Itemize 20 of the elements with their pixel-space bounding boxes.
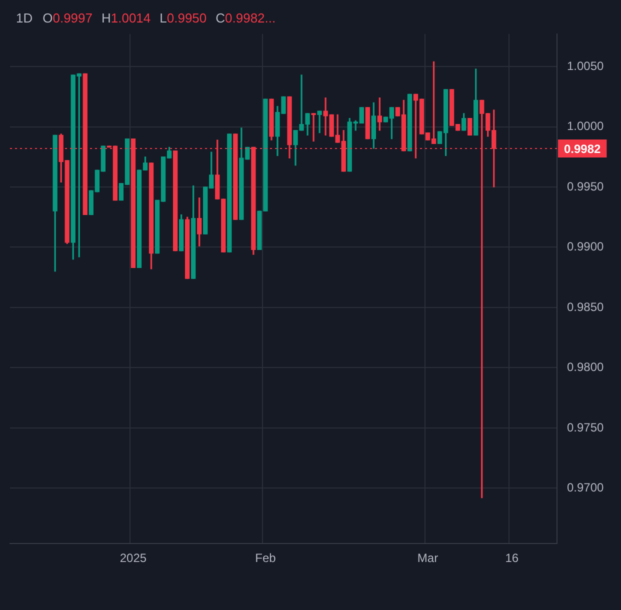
y-tick-label: 1.0000: [567, 119, 604, 134]
text: H1.0014: [101, 10, 151, 26]
y-tick-label: 0.9800: [567, 360, 604, 374]
y-tick-label: 1.0050: [567, 58, 604, 73]
text: L0.9950: [160, 10, 207, 26]
text: C0.9982...: [216, 10, 276, 26]
y-tick-label: 0.9900: [567, 240, 604, 254]
candlestick: [317, 110, 322, 134]
ref-line-label: 0.9982: [564, 142, 602, 156]
x-tick-label: Feb: [255, 551, 276, 566]
y-tick-label: 0.9950: [567, 179, 604, 194]
x-tick-label: 16: [505, 551, 519, 566]
candlestick: [311, 113, 316, 142]
y-tick-label: 0.9700: [567, 480, 604, 494]
x-tick-label: 2025: [120, 551, 147, 566]
x-tick-label: Mar: [417, 551, 438, 566]
y-tick-label: 0.9850: [567, 300, 604, 314]
y-tick-label: 0.9750: [567, 420, 604, 434]
text: O0.9997: [42, 10, 92, 26]
chart-title: 1D: [16, 10, 33, 26]
